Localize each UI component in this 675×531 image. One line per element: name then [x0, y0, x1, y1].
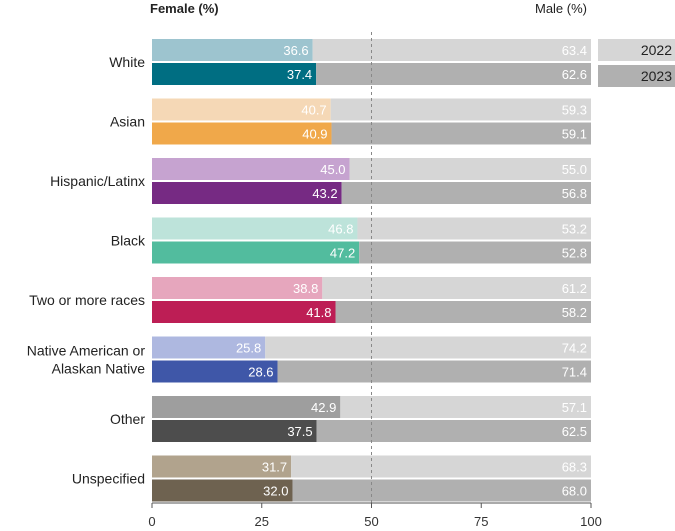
label-male-2022-4: 61.2: [562, 281, 587, 296]
category-label-6: Other: [110, 411, 145, 427]
bar-female-2022-7: [152, 455, 292, 478]
label-female-2022-3: 46.8: [328, 222, 353, 237]
bar-female-2022-6: [152, 396, 341, 418]
label-male-2023-6: 62.5: [562, 424, 587, 439]
label-female-2022-6: 42.9: [311, 400, 336, 415]
label-female-2022-4: 38.8: [293, 281, 318, 296]
x-tick-label-0: 0: [148, 514, 155, 529]
bar-female-2022-5: [152, 336, 266, 359]
label-female-2023-3: 47.2: [330, 246, 355, 261]
category-label-3: Black: [111, 233, 146, 249]
x-tick-label-3: 75: [474, 514, 488, 529]
bar-male-2023-1: [331, 122, 591, 145]
label-female-2022-2: 45.0: [320, 162, 345, 177]
x-tick-label-2: 50: [364, 514, 378, 529]
label-female-2023-5: 28.6: [248, 365, 273, 380]
label-female-2022-5: 25.8: [236, 341, 261, 356]
label-male-2023-4: 58.2: [562, 305, 587, 320]
bar-female-2022-1: [152, 98, 331, 121]
bar-female-2023-7: [152, 479, 293, 502]
legend-swatch-2022: [598, 39, 675, 61]
x-tick-label-4: 100: [580, 514, 602, 529]
bar-male-2022-2: [349, 158, 591, 180]
label-male-2023-0: 62.6: [562, 67, 587, 82]
category-label-5: Native American or Alaskan Native: [27, 343, 146, 377]
bar-male-2023-2: [341, 182, 591, 204]
female-header: Female (%): [150, 1, 219, 16]
bar-female-2022-2: [152, 158, 350, 180]
bar-female-2023-5: [152, 360, 278, 383]
label-male-2023-3: 52.8: [562, 246, 587, 261]
bar-male-2023-5: [277, 360, 591, 383]
bar-male-2022-5: [265, 336, 591, 359]
legend-label-2023: 2023: [641, 68, 672, 84]
category-label-7: Unspecified: [72, 471, 145, 487]
bar-male-2023-3: [359, 241, 591, 264]
label-male-2022-1: 59.3: [562, 103, 587, 118]
bar-female-2023-4: [152, 301, 336, 323]
category-label-0: White: [109, 54, 145, 70]
label-male-2023-7: 68.0: [562, 484, 587, 499]
bar-male-2022-3: [357, 217, 591, 240]
label-female-2022-7: 31.7: [262, 460, 287, 475]
label-male-2022-5: 74.2: [562, 341, 587, 356]
bar-female-2022-4: [152, 277, 323, 299]
bar-male-2022-1: [330, 98, 591, 121]
bar-male-2023-4: [335, 301, 591, 323]
label-male-2023-2: 56.8: [562, 186, 587, 201]
label-male-2022-3: 53.2: [562, 222, 587, 237]
bar-female-2022-3: [152, 217, 358, 240]
bar-male-2022-4: [322, 277, 591, 299]
bar-male-2022-6: [340, 396, 591, 418]
legend-swatch-2023: [598, 65, 675, 87]
label-female-2023-6: 37.5: [287, 424, 312, 439]
label-male-2022-2: 55.0: [562, 162, 587, 177]
bar-female-2023-0: [152, 63, 317, 85]
bar-male-2023-7: [292, 479, 591, 502]
category-label-1: Asian: [110, 114, 145, 130]
bar-male-2023-6: [316, 420, 591, 442]
bar-female-2022-0: [152, 39, 313, 61]
label-female-2023-0: 37.4: [287, 67, 312, 82]
label-female-2023-7: 32.0: [263, 484, 288, 499]
label-female-2023-1: 40.9: [302, 127, 327, 142]
label-female-2022-0: 36.6: [283, 43, 308, 58]
label-female-2023-2: 43.2: [312, 186, 337, 201]
label-female-2023-4: 41.8: [306, 305, 331, 320]
label-male-2023-1: 59.1: [562, 127, 587, 142]
bar-male-2023-0: [316, 63, 591, 85]
category-label-4: Two or more races: [29, 292, 145, 308]
bar-female-2023-3: [152, 241, 360, 264]
x-tick-label-1: 25: [255, 514, 269, 529]
label-male-2023-5: 71.4: [562, 365, 587, 380]
label-male-2022-6: 57.1: [562, 400, 587, 415]
bar-female-2023-6: [152, 420, 317, 442]
male-header: Male (%): [535, 1, 587, 16]
bar-male-2022-0: [312, 39, 591, 61]
label-female-2022-1: 40.7: [301, 103, 326, 118]
bar-male-2022-7: [291, 455, 591, 478]
label-male-2022-0: 63.4: [562, 43, 587, 58]
bar-female-2023-1: [152, 122, 332, 145]
label-male-2022-7: 68.3: [562, 460, 587, 475]
category-label-2: Hispanic/Latinx: [50, 173, 145, 189]
bar-female-2023-2: [152, 182, 342, 204]
legend-label-2022: 2022: [641, 42, 672, 58]
